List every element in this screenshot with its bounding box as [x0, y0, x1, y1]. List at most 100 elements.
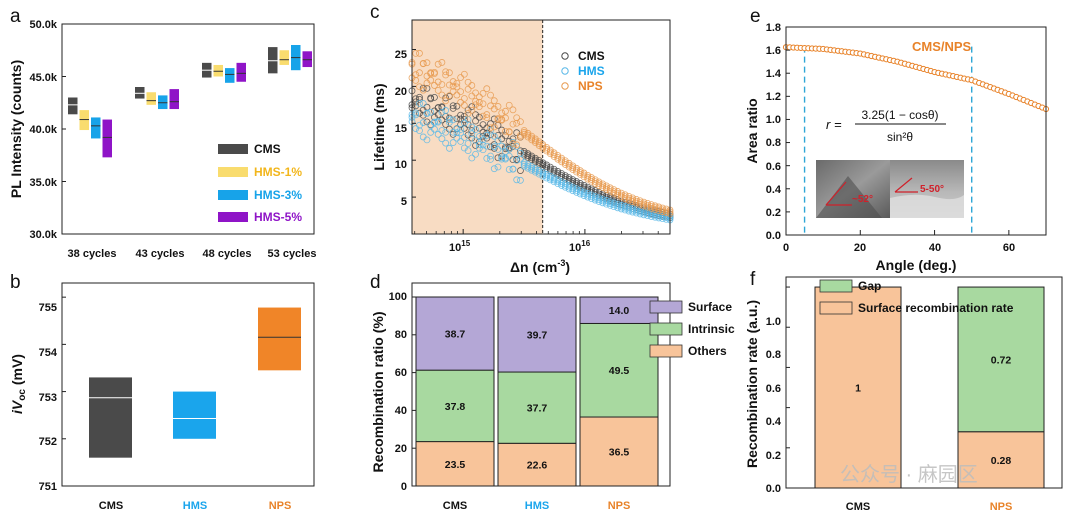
bar-segment-intrinsic	[497, 371, 577, 444]
data-point-hms	[558, 180, 565, 187]
y-tick-label: 0.6	[766, 383, 781, 395]
bar-value-label: 36.5	[609, 447, 630, 459]
legend-label-hms: HMS	[578, 64, 605, 78]
data-point-hms	[479, 146, 487, 154]
y-tick-label: 1.8	[766, 22, 781, 34]
data-point-cms	[498, 126, 506, 134]
data-point-cms	[595, 190, 603, 198]
data-point-cms	[502, 132, 509, 140]
data-point-nps	[445, 69, 453, 77]
panel-c: c 5 10 15 20 25 Lifetime (ms) 1015 1016 …	[370, 2, 674, 275]
data-point-nps	[479, 100, 487, 108]
legend-label-cms: CMS	[578, 49, 605, 63]
data-point-cms	[475, 124, 483, 132]
data-point-nps	[599, 184, 607, 191]
y-tick-label: 25	[395, 49, 407, 61]
data-point-cms	[494, 131, 502, 139]
legend-d: Surface Intrinsic Others	[649, 300, 735, 358]
box-hms-1%	[146, 92, 156, 105]
data-point-nps	[442, 97, 450, 105]
y-tick-label: 100	[389, 291, 407, 303]
data-point-hms	[416, 100, 423, 108]
data-point-cms	[528, 156, 536, 164]
panel-f: f 0.0 0.2 0.4 0.6 0.8 1.0 Recombination …	[744, 269, 1063, 513]
data-point-hms	[561, 183, 569, 191]
bar-value-label: 37.7	[527, 403, 548, 415]
data-point-hms	[520, 162, 528, 170]
data-point-hms	[517, 155, 524, 163]
data-point-nps	[644, 203, 651, 211]
y-axis-title-b: iVoc (mV)	[9, 354, 28, 414]
y-ticks-d	[412, 296, 416, 487]
data-point-nps	[621, 191, 629, 199]
data-point-cms	[531, 158, 539, 166]
data-point-hms	[490, 132, 498, 140]
formula-numerator: 3.25(1 − cosθ)	[861, 108, 938, 122]
data-point-hms	[588, 195, 595, 202]
data-point-nps	[498, 116, 506, 123]
data-point-hms	[539, 172, 547, 180]
data-point-nps	[565, 163, 573, 171]
data-point-hms	[423, 110, 431, 118]
data-point-nps	[576, 169, 584, 176]
data-point-hms	[659, 213, 666, 221]
data-point-hms	[419, 119, 427, 126]
data-point-cms	[528, 152, 536, 160]
data-point-nps	[457, 88, 465, 96]
y-tick-label: 1.0	[766, 114, 781, 126]
y-tick-label: 0	[401, 481, 407, 493]
data-point-nps	[412, 49, 420, 57]
x-tick-label: 40	[929, 242, 941, 254]
box-cms	[135, 87, 145, 99]
data-point-nps	[599, 182, 607, 190]
data-point-hms	[442, 107, 450, 114]
panel-label-e: e	[750, 6, 761, 27]
data-point-nps	[494, 116, 502, 123]
data-point-nps	[625, 192, 633, 200]
data-point-hms	[498, 142, 506, 150]
data-point-nps	[584, 175, 592, 183]
data-point-hms	[487, 155, 494, 163]
data-point-cms	[546, 163, 554, 171]
y-axis-title-a: PL Intensity (counts)	[8, 60, 24, 198]
data-point-hms	[434, 118, 442, 126]
data-point-cms	[490, 115, 498, 123]
data-point-hms	[606, 201, 614, 209]
formula-lhs: r =	[826, 117, 842, 132]
y-axis-title-e: Area ratio	[744, 98, 760, 163]
data-point-hms	[535, 170, 543, 178]
data-point-nps	[647, 204, 655, 212]
data-point-nps	[617, 189, 625, 197]
data-point-cms	[483, 134, 491, 142]
data-point-cms	[494, 154, 502, 162]
data-point-nps	[569, 164, 577, 172]
y-axis-title-b-main: iV	[9, 399, 25, 414]
y-tick-labels-c: 5 10 15 20 25	[395, 49, 407, 208]
data-point-nps	[588, 176, 595, 183]
data-point-nps	[490, 97, 498, 105]
data-point-hms	[554, 176, 562, 184]
data-point-hms	[662, 212, 670, 219]
y-tick-label: 20	[395, 443, 407, 455]
data-point-nps	[431, 82, 438, 89]
y-tick-label: 0.2	[766, 450, 781, 462]
legend-marker-hms	[561, 67, 569, 75]
data-point-nps	[502, 107, 509, 115]
bar-value-label: 38.7	[445, 329, 466, 341]
data-point-cms	[520, 149, 528, 157]
data-point-hms	[494, 163, 502, 171]
data-point-hms	[457, 129, 465, 137]
data-point-cms	[412, 95, 420, 103]
data-point-cms	[479, 121, 487, 129]
data-point-nps	[636, 201, 644, 208]
data-point-cms	[449, 104, 457, 112]
data-point-hms	[412, 125, 420, 132]
data-point-nps	[416, 69, 423, 77]
boxes-a	[68, 45, 312, 158]
data-point-nps	[603, 184, 610, 192]
box-hms-5%	[236, 62, 246, 82]
data-point-cms	[423, 84, 431, 92]
data-point-hms	[479, 141, 487, 149]
curve-points-e	[782, 44, 1050, 113]
data-point-hms	[517, 176, 524, 184]
